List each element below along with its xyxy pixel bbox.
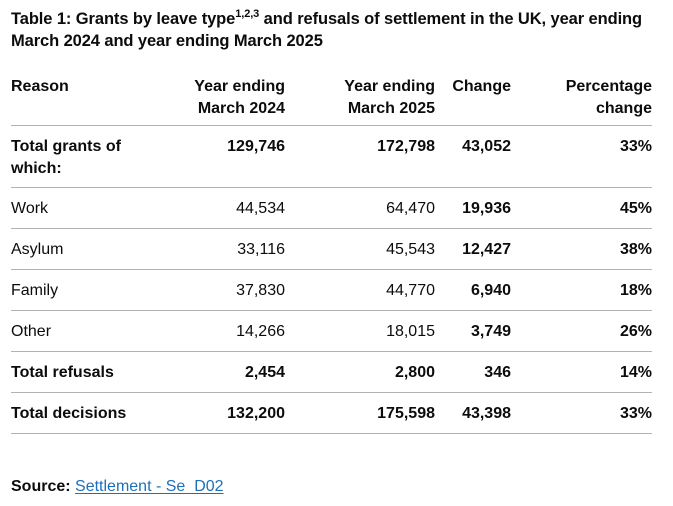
cell-percentage-change: 18% (511, 269, 652, 311)
cell-change: 19,936 (435, 187, 511, 229)
table-row-total-decisions: Total decisions 132,200 175,598 43,398 3… (11, 392, 652, 434)
cell-reason: Family (11, 269, 161, 311)
header-year-2025: Year ending March 2025 (285, 74, 435, 126)
settlement-table: Reason Year ending March 2024 Year ending… (11, 74, 652, 434)
header-year-2024: Year ending March 2024 (161, 74, 285, 126)
source-label: Source: (11, 478, 71, 495)
table-row-total-grants: Total grants of which: 129,746 172,798 4… (11, 125, 652, 188)
cell-change: 43,052 (435, 125, 511, 188)
source-link[interactable]: Settlement - Se_D02 (75, 478, 224, 495)
cell-year-2024: 132,200 (161, 392, 285, 434)
table-header-row: Reason Year ending March 2024 Year ending… (11, 74, 652, 126)
cell-percentage-change: 33% (511, 125, 652, 188)
caption-prefix: Table 1: Grants by leave type (11, 10, 236, 28)
cell-change: 346 (435, 351, 511, 393)
cell-reason: Other (11, 310, 161, 352)
cell-year-2025: 45,543 (285, 228, 435, 270)
cell-year-2024: 37,830 (161, 269, 285, 311)
table-row-asylum: Asylum 33,116 45,543 12,427 38% (11, 228, 652, 270)
cell-percentage-change: 38% (511, 228, 652, 270)
table-caption: Table 1: Grants by leave type1,2,3 and r… (11, 8, 652, 52)
table-row-other: Other 14,266 18,015 3,749 26% (11, 310, 652, 352)
cell-year-2025: 175,598 (285, 392, 435, 434)
cell-year-2024: 14,266 (161, 310, 285, 352)
cell-year-2024: 33,116 (161, 228, 285, 270)
cell-year-2025: 44,770 (285, 269, 435, 311)
cell-change: 43,398 (435, 392, 511, 434)
cell-percentage-change: 26% (511, 310, 652, 352)
cell-change: 12,427 (435, 228, 511, 270)
source-line: Source: Settlement - Se_D02 (11, 476, 224, 498)
cell-reason: Total refusals (11, 351, 161, 393)
cell-reason: Work (11, 187, 161, 229)
header-reason: Reason (11, 74, 161, 126)
cell-percentage-change: 45% (511, 187, 652, 229)
cell-year-2025: 172,798 (285, 125, 435, 188)
cell-change: 6,940 (435, 269, 511, 311)
cell-percentage-change: 14% (511, 351, 652, 393)
caption-suffix: and refusals of settlement in the UK, ye… (11, 10, 643, 50)
statistics-table-container: Table 1: Grants by leave type1,2,3 and r… (11, 0, 652, 434)
cell-change: 3,749 (435, 310, 511, 352)
cell-year-2025: 64,470 (285, 187, 435, 229)
header-percentage-change: Percentage change (511, 74, 652, 126)
caption-footnote-refs[interactable]: 1,2,3 (235, 7, 260, 20)
cell-year-2024: 129,746 (161, 125, 285, 188)
table-row-family: Family 37,830 44,770 6,940 18% (11, 269, 652, 311)
table-row-total-refusals: Total refusals 2,454 2,800 346 14% (11, 351, 652, 393)
table-row-work: Work 44,534 64,470 19,936 45% (11, 187, 652, 229)
cell-reason: Total grants of which: (11, 125, 161, 188)
cell-reason: Asylum (11, 228, 161, 270)
cell-year-2024: 44,534 (161, 187, 285, 229)
cell-year-2025: 2,800 (285, 351, 435, 393)
cell-year-2025: 18,015 (285, 310, 435, 352)
cell-reason: Total decisions (11, 392, 161, 434)
cell-year-2024: 2,454 (161, 351, 285, 393)
header-change: Change (435, 74, 511, 126)
cell-percentage-change: 33% (511, 392, 652, 434)
